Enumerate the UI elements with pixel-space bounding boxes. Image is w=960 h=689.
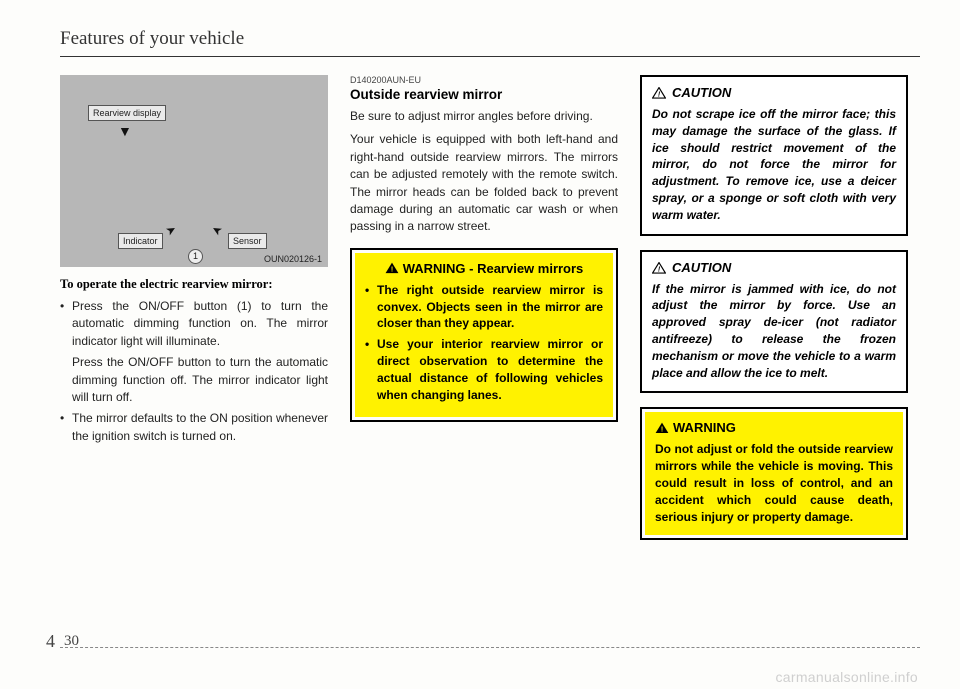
arrow-down-icon: ▼ bbox=[118, 123, 132, 139]
col1-bullet-2-main: The mirror defaults to the ON position w… bbox=[72, 411, 328, 442]
warning-item-2: Use your interior rearview mirror or dir… bbox=[365, 336, 603, 403]
warning-2-body: Do not adjust or fold the outside rearvi… bbox=[655, 441, 893, 525]
svg-text:!: ! bbox=[661, 426, 663, 433]
svg-text:!: ! bbox=[391, 266, 393, 273]
caution-triangle-icon: ! bbox=[652, 87, 666, 99]
col1-bullet-1-sub: Press the ON/OFF button to turn the auto… bbox=[72, 354, 328, 406]
caution-2-body: If the mirror is jammed with ice, do not… bbox=[652, 281, 896, 382]
page: Features of your vehicle Rearview displa… bbox=[0, 0, 960, 689]
svg-text:!: ! bbox=[658, 266, 661, 273]
footer-page: 30 bbox=[64, 633, 79, 650]
columns: Rearview display ▼ ➤ ➤ Indicator Sensor … bbox=[60, 75, 920, 552]
col1-bullet-list: Press the ON/OFF button (1) to turn the … bbox=[60, 298, 328, 445]
arrow-diag-left-icon: ➤ bbox=[163, 221, 179, 238]
col2-p2: Your vehicle is equipped with both left-… bbox=[350, 131, 618, 235]
footer-rule bbox=[60, 647, 920, 648]
warning-title-row: ! WARNING - Rearview mirrors bbox=[365, 261, 603, 276]
figure-label-rearview: Rearview display bbox=[88, 105, 166, 121]
warning-inner: ! WARNING - Rearview mirrors The right o… bbox=[355, 253, 613, 418]
caution-box-2: ! CAUTION If the mirror is jammed with i… bbox=[640, 250, 908, 394]
caution-2-title-row: ! CAUTION bbox=[652, 260, 896, 275]
caution-2-title: CAUTION bbox=[672, 260, 731, 275]
col1-bullet-1: Press the ON/OFF button (1) to turn the … bbox=[60, 298, 328, 406]
figure-label-sensor: Sensor bbox=[228, 233, 267, 249]
column-2: D140200AUN-EU Outside rearview mirror Be… bbox=[350, 75, 618, 552]
svg-text:!: ! bbox=[658, 92, 661, 99]
col2-p1: Be sure to adjust mirror angles before d… bbox=[350, 108, 618, 125]
caution-1-title: CAUTION bbox=[672, 85, 731, 100]
caution-1-body: Do not scrape ice off the mirror face; t… bbox=[652, 106, 896, 224]
column-1: Rearview display ▼ ➤ ➤ Indicator Sensor … bbox=[60, 75, 328, 552]
warning-title-text: WARNING - Rearview mirrors bbox=[403, 261, 584, 276]
warning-triangle-icon: ! bbox=[655, 421, 669, 433]
col1-lead: To operate the electric rearview mirror: bbox=[60, 277, 328, 292]
warning-2-title-row: ! WARNING bbox=[655, 420, 893, 435]
figure-callout-1: 1 bbox=[188, 249, 203, 264]
arrow-diag-right-icon: ➤ bbox=[209, 221, 225, 238]
column-3: ! CAUTION Do not scrape ice off the mirr… bbox=[640, 75, 908, 552]
footer-chapter: 4 bbox=[46, 631, 55, 652]
col2-heading: Outside rearview mirror bbox=[350, 87, 618, 102]
caution-1-title-row: ! CAUTION bbox=[652, 85, 896, 100]
caution-triangle-icon: ! bbox=[652, 262, 666, 274]
figure-code: OUN020126-1 bbox=[264, 254, 322, 264]
col2-section-code: D140200AUN-EU bbox=[350, 75, 618, 85]
figure-label-indicator: Indicator bbox=[118, 233, 163, 249]
rearview-figure: Rearview display ▼ ➤ ➤ Indicator Sensor … bbox=[60, 75, 328, 267]
warning-item-1: The right outside rearview mirror is con… bbox=[365, 282, 603, 332]
warning-list: The right outside rearview mirror is con… bbox=[365, 282, 603, 404]
warning-inner-2: ! WARNING Do not adjust or fold the outs… bbox=[645, 412, 903, 535]
warning-box-rearview: ! WARNING - Rearview mirrors The right o… bbox=[350, 248, 618, 423]
warning-box-adjust: ! WARNING Do not adjust or fold the outs… bbox=[640, 407, 908, 540]
page-header-title: Features of your vehicle bbox=[60, 28, 920, 50]
warning-2-title: WARNING bbox=[673, 420, 736, 435]
col1-bullet-1-main: Press the ON/OFF button (1) to turn the … bbox=[72, 299, 328, 348]
header-rule bbox=[60, 56, 920, 57]
caution-box-1: ! CAUTION Do not scrape ice off the mirr… bbox=[640, 75, 908, 236]
warning-triangle-icon: ! bbox=[385, 262, 399, 274]
col1-bullet-2: The mirror defaults to the ON position w… bbox=[60, 410, 328, 445]
watermark: carmanualsonline.info bbox=[776, 669, 919, 685]
